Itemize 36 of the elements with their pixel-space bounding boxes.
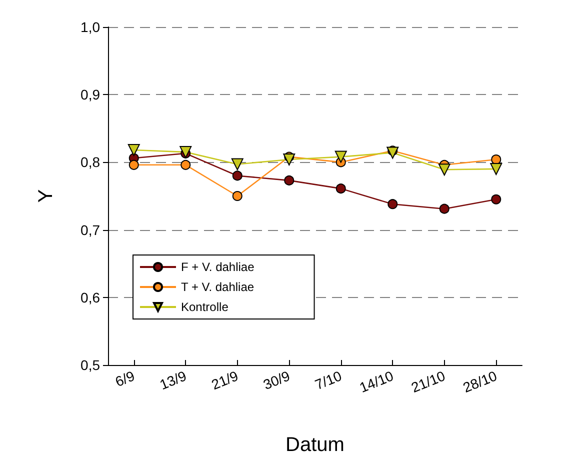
point <box>231 158 244 170</box>
y-tick-label: 0,7 <box>80 222 100 238</box>
point <box>180 160 191 170</box>
x-axis-title: Datum <box>286 434 344 456</box>
x-tick-label: 21/9 <box>209 368 241 393</box>
y-tick-label: 0,5 <box>80 357 100 373</box>
point <box>491 194 502 204</box>
y-tick-label: 0,6 <box>80 289 100 306</box>
point <box>128 160 139 170</box>
point <box>128 144 140 156</box>
legend-label: F + V. dahliae <box>181 260 255 274</box>
point <box>334 150 347 163</box>
point <box>232 191 242 201</box>
point <box>284 175 294 186</box>
x-tick-label: 30/9 <box>260 368 292 393</box>
y-tick-label: 0,9 <box>80 86 100 103</box>
x-tick-label: 6/9 <box>112 368 138 390</box>
point <box>490 162 502 175</box>
y-tick-label: 0,8 <box>80 154 100 170</box>
point <box>439 204 450 214</box>
point <box>491 154 502 164</box>
x-tick-label: 7/10 <box>312 368 344 393</box>
y-axis-title: Y <box>35 189 57 203</box>
point <box>388 199 398 210</box>
x-tick-label: 14/10 <box>357 368 396 396</box>
legend-label: Kontrolle <box>181 300 229 314</box>
y-tick-label: 1,0 <box>80 19 100 35</box>
point <box>283 153 296 166</box>
point <box>232 170 242 181</box>
point <box>438 164 450 176</box>
legend-label: T + V. dahliae <box>181 280 254 294</box>
point <box>336 184 346 194</box>
x-tick-label: 13/9 <box>157 368 189 393</box>
point <box>386 146 399 159</box>
x-tick-label: 21/10 <box>408 368 448 396</box>
x-tick-label: 28/10 <box>460 368 500 396</box>
